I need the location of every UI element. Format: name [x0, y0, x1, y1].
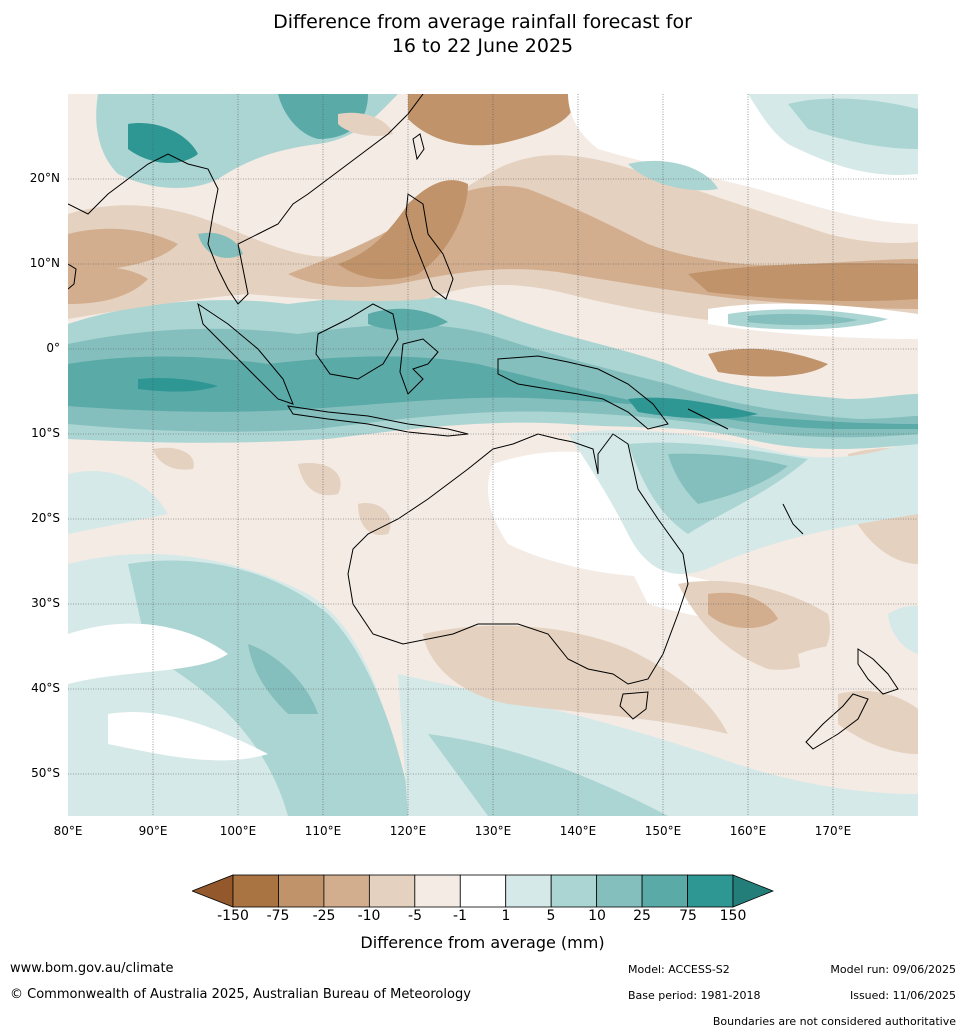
philippines-coastline [405, 193, 454, 300]
website-link[interactable]: www.bom.gov.au/climate [10, 961, 174, 976]
legend-tick: 150 [719, 908, 747, 924]
lon-label-120e: 120°E [389, 824, 427, 838]
lat-label-30s: 30°S [31, 596, 60, 610]
north-pacific-wet-region [568, 94, 918, 339]
disclaimer-text: Boundaries are not considered authoritat… [712, 1015, 956, 1028]
lon-label-100e: 100°E [219, 824, 257, 838]
new-caledonia-coastline [782, 503, 804, 535]
legend-swatch [278, 874, 325, 908]
lat-label-0: 0° [46, 341, 60, 355]
southeast-asia-wet-region [96, 94, 399, 258]
map-gridlines [68, 94, 918, 816]
lon-label-90e: 90°E [138, 824, 168, 838]
legend-colorbar [192, 874, 774, 908]
legend-tick: 1 [501, 908, 511, 924]
sulawesi-coastline [399, 338, 439, 395]
lat-label-20n: 20°N [29, 171, 60, 185]
map-title: Difference from average rainfall forecas… [0, 10, 965, 58]
lat-label-20s: 20°S [31, 511, 60, 525]
lon-label-140e: 140°E [559, 824, 597, 838]
legend-tick: -25 [312, 908, 336, 924]
lon-label-150e: 150°E [644, 824, 682, 838]
legend-swatch [368, 874, 416, 908]
lat-label-10n: 10°N [29, 256, 60, 270]
model-run-text: Model run: 09/06/2025 [830, 963, 956, 976]
legend-swatch [414, 874, 461, 908]
lon-label-130e: 130°E [474, 824, 512, 838]
tasmania-coastline [619, 691, 649, 720]
legend-extend-low [192, 874, 234, 908]
legend-tick: -10 [357, 908, 381, 924]
lat-label-10s: 10°S [31, 426, 60, 440]
taiwan-coastline [412, 133, 425, 161]
tasman-sea-region [798, 605, 918, 754]
legend-tick: -150 [217, 908, 249, 924]
legend-swatch [687, 874, 734, 908]
legend-swatch [596, 874, 643, 908]
legend-tick: 25 [633, 908, 651, 924]
lon-label-170e: 170°E [814, 824, 852, 838]
india-coastline [68, 263, 77, 290]
legend-swatch [323, 874, 370, 908]
australia-coastline [347, 433, 689, 685]
base-period-text: Base period: 1981-2018 [628, 989, 761, 1002]
legend-swatch [550, 874, 598, 908]
lat-label-50s: 50°S [31, 766, 60, 780]
legend-swatch [641, 874, 688, 908]
legend-swatch [232, 874, 279, 908]
legend-tick: 75 [679, 908, 697, 924]
lon-label-110e: 110°E [304, 824, 342, 838]
legend-label: Difference from average (mm) [360, 933, 605, 952]
legend-extend-high [732, 874, 774, 908]
rainfall-map [68, 94, 918, 816]
nz-south-island-coastline [805, 693, 869, 750]
title-line-1: Difference from average rainfall forecas… [273, 11, 692, 33]
issued-text: Issued: 11/06/2025 [849, 989, 956, 1002]
java-coastline [287, 405, 469, 437]
coral-sea-wet-region [568, 430, 918, 574]
map-svg [68, 94, 918, 816]
lat-label-40s: 40°S [31, 681, 60, 695]
sumatra-coastline [197, 302, 294, 405]
lon-label-160e: 160°E [729, 824, 767, 838]
legend-tick: -5 [408, 908, 422, 924]
legend-tick: -1 [453, 908, 467, 924]
legend-swatch [459, 874, 507, 908]
model-text: Model: ACCESS-S2 [628, 963, 730, 976]
legend-tick: 10 [588, 908, 606, 924]
legend-tick: -75 [266, 908, 290, 924]
legend-swatch [505, 874, 552, 908]
title-line-2: 16 to 22 June 2025 [391, 35, 574, 57]
lon-label-80e: 80°E [53, 824, 83, 838]
solomon-islands-coastline [687, 408, 729, 430]
nz-north-island-coastline [857, 648, 899, 695]
legend-tick: 5 [546, 908, 556, 924]
copyright-text: © Commonwealth of Australia 2025, Austra… [10, 987, 471, 1002]
